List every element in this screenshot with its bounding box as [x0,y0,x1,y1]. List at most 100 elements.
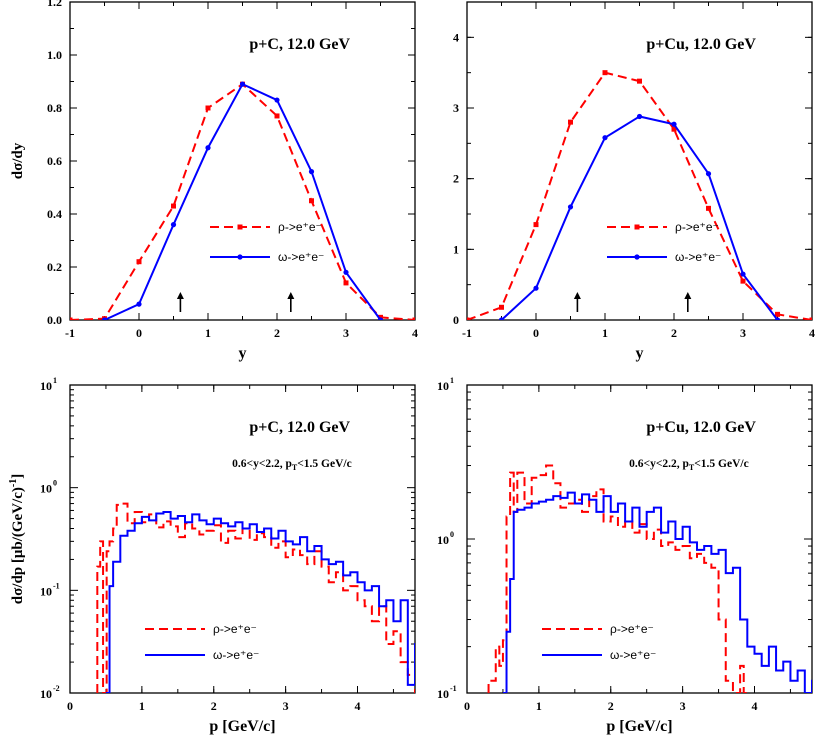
x-tick-label: 1 [139,699,145,713]
x-axis-label: p [GeV/c] [209,718,275,735]
y-tick-exponent: 0 [53,479,57,488]
legend-label: ρ->e⁺e⁻ [610,622,654,636]
legend-entry: ρ->e⁺e⁻ [542,622,654,636]
y-tick-label: 0.6 [47,154,62,168]
data-point [274,113,280,119]
plot-frame [69,384,416,694]
data-point [740,271,746,277]
y-tick-label: 10 [437,379,449,393]
y-tick-exponent: -2 [53,684,60,693]
y-tick-label: 1.0 [47,48,62,62]
data-point [170,222,177,228]
legend-label: ω->e⁺e⁻ [675,250,721,264]
x-tick-label: 2 [274,326,280,340]
y-axis-label-main: dσ/dp [μb/(GeV/c) [10,487,26,604]
x-tick-label: 4 [412,326,418,340]
data-point [809,317,812,320]
data-point [239,81,246,87]
legend-label: ω->e⁺e⁻ [610,648,656,662]
x-tick-label: 0 [533,326,539,340]
y-tick-label: 10 [40,687,52,701]
y-tick-label: 1.2 [47,0,62,9]
x-tick-label: 3 [680,699,686,713]
x-tick-label: 2 [671,326,677,340]
data-point [205,105,211,111]
data-point [70,317,73,320]
x-tick-label: 3 [740,326,746,340]
data-point [171,203,176,209]
cut-label-tail: <1.5 GeV/c [694,458,748,470]
series-line [70,82,415,320]
panel-annotation: p+C, 12.0 GeV [249,419,350,436]
series-line [467,71,812,320]
y-axis-label-sup: -1 [8,479,19,487]
cut-label-text: 0.6<y<2.2, p [232,458,292,470]
data-point [136,259,142,265]
data-point [205,145,211,151]
cut-label: 0.6<y<2.2, pT<1.5 GeV/c [629,458,749,472]
y-tick-exponent: -1 [450,684,457,693]
y-tick-label: 10 [437,533,449,547]
y-tick-label: 0 [453,313,459,327]
data-point [498,317,505,320]
data-point [671,126,677,132]
data-point [602,70,608,76]
series-rho [70,81,415,320]
data-point [378,314,383,320]
x-tick-label: 3 [343,326,349,340]
panel-annotation: p+C, 12.0 GeV [249,36,350,53]
series-line [105,510,415,693]
x-tick-label: -1 [462,326,472,340]
y-tick-label: 0.0 [47,313,62,327]
data-point [775,311,780,317]
data-point [706,205,711,211]
x-axis-label: p [GeV/c] [606,718,672,735]
x-tick-label: 0 [136,326,142,340]
legend-label: ω->e⁺e⁻ [278,250,324,264]
legend-label: ρ->e⁺e⁻ [278,220,322,234]
panel-annotation: p+Cu, 12.0 GeV [646,36,756,53]
y-tick-label: 4 [453,30,459,44]
y-tick-label: 10 [40,584,52,598]
plot-frame [466,384,813,694]
legend-entry: ω->e⁺e⁻ [210,250,324,264]
x-tick-label: 1 [205,326,211,340]
x-tick-label: 0 [464,699,470,713]
x-tick-label: 4 [809,326,815,340]
y-tick-label: 10 [40,379,52,393]
cut-label-text: 0.6<y<2.2, p [629,458,689,470]
legend-entry: ρ->e⁺e⁻ [210,220,322,234]
y-tick-label: 10 [437,687,449,701]
y-tick-exponent: 1 [450,376,454,385]
legend-marker [237,224,243,230]
x-tick-label: 2 [608,699,614,713]
series-omega [101,81,384,320]
y-axis-label: dσ/dp [μb/(GeV/c)-1] [8,474,26,604]
series-line [104,82,382,320]
series-line [500,115,779,320]
plot-frame [69,1,416,321]
legend-label: ω->e⁺e⁻ [213,648,259,662]
panel-annotation: p+Cu, 12.0 GeV [646,419,756,436]
data-point [274,97,280,103]
data-point [308,169,315,175]
legend-entry: ρ->e⁺e⁻ [607,220,719,234]
series-line [502,491,812,693]
legend-marker [237,254,243,260]
x-tick-label: 3 [283,699,289,713]
y-tick-label: 10 [40,482,52,496]
data-point [136,301,142,307]
x-tick-label: 2 [211,699,217,713]
x-tick-label: 1 [602,326,608,340]
y-axis-label: dσ/dy [10,142,26,179]
x-axis-label: y [636,345,644,362]
y-tick-label: 0.4 [47,207,62,221]
y-tick-exponent: -1 [53,581,60,590]
cut-label-tail: <1.5 GeV/c [297,458,351,470]
legend-label: ρ->e⁺e⁻ [213,622,257,636]
y-tick-exponent: 0 [450,530,454,539]
rapidity-arrow-head [287,292,295,299]
data-point [533,222,539,228]
